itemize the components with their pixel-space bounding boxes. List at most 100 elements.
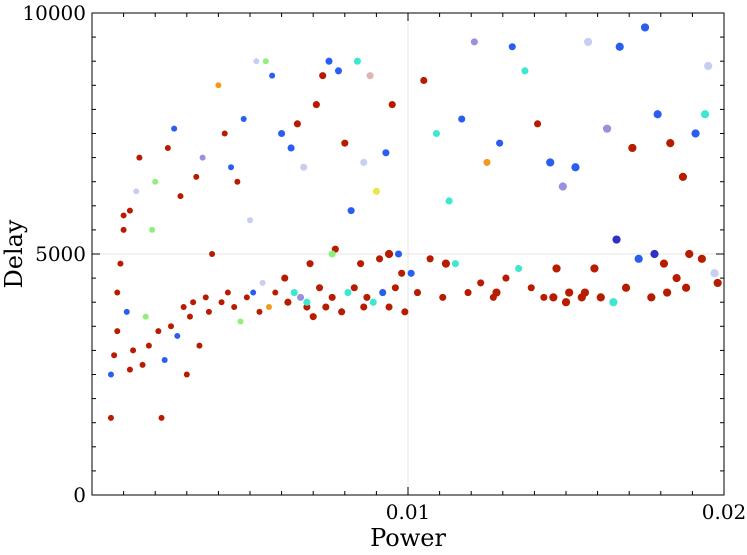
data-point-149 (681, 283, 691, 292)
data-point-122 (571, 163, 580, 172)
data-point-146 (650, 249, 659, 259)
data-point-58 (284, 298, 292, 306)
data-point-50 (256, 308, 263, 315)
data-point-159 (303, 298, 311, 306)
data-point-13 (136, 154, 143, 161)
data-point-10 (126, 366, 133, 373)
data-point-47 (247, 217, 253, 224)
x-tick-label-1: 0.02 (702, 500, 747, 524)
data-point-25 (174, 332, 181, 339)
data-point-0 (107, 414, 114, 421)
data-point-48 (250, 289, 257, 296)
data-point-49 (253, 58, 260, 65)
data-point-44 (237, 318, 244, 325)
data-point-141 (691, 129, 700, 138)
data-point-35 (205, 308, 212, 315)
data-point-66 (309, 313, 317, 321)
data-point-138 (672, 274, 681, 283)
data-point-89 (382, 149, 390, 157)
data-point-19 (155, 328, 162, 335)
data-point-15 (142, 313, 149, 320)
data-point-158 (328, 250, 336, 258)
data-point-145 (713, 278, 722, 288)
data-point-54 (269, 72, 276, 79)
y-axis-label: Delay (0, 219, 28, 288)
data-point-60 (290, 289, 298, 297)
data-point-87 (376, 255, 384, 263)
data-point-133 (640, 23, 650, 32)
data-point-34 (202, 294, 209, 301)
data-point-125 (590, 264, 599, 273)
data-point-127 (602, 124, 612, 133)
data-point-111 (502, 274, 510, 282)
data-point-90 (385, 303, 393, 311)
data-point-57 (281, 274, 289, 282)
data-point-46 (243, 294, 250, 301)
data-point-17 (149, 226, 156, 233)
data-point-136 (659, 259, 669, 268)
data-point-82 (360, 158, 368, 166)
data-point-126 (596, 293, 605, 302)
data-point-59 (287, 144, 295, 152)
data-point-144 (710, 269, 719, 278)
data-point-107 (477, 279, 485, 287)
data-point-84 (366, 72, 374, 80)
data-point-114 (521, 67, 529, 75)
axis-ticks: 0.01 0.02 0 5000 10000 (22, 1, 746, 524)
data-point-92 (391, 284, 399, 292)
data-point-148 (700, 110, 710, 119)
data-point-121 (565, 288, 574, 297)
data-point-117 (540, 293, 548, 301)
data-point-118 (546, 158, 555, 167)
data-point-43 (234, 178, 241, 185)
data-point-101 (439, 293, 447, 301)
data-point-75 (338, 308, 346, 316)
data-point-106 (470, 38, 478, 46)
y-tick-label-0: 0 (73, 483, 86, 507)
data-point-153 (549, 293, 558, 302)
data-point-96 (407, 269, 415, 277)
data-point-157 (360, 303, 368, 311)
data-point-40 (224, 289, 231, 296)
data-point-22 (164, 144, 171, 151)
data-point-38 (218, 299, 225, 306)
data-point-74 (334, 67, 343, 75)
data-point-5 (117, 260, 124, 267)
data-point-147 (612, 235, 621, 244)
data-point-137 (666, 139, 675, 148)
data-point-93 (394, 250, 403, 258)
data-point-103 (451, 260, 459, 268)
data-point-85 (369, 298, 377, 306)
data-point-9 (126, 207, 133, 214)
data-point-37 (215, 82, 222, 89)
data-point-20 (158, 414, 165, 421)
data-point-56 (278, 129, 286, 138)
data-point-18 (152, 178, 159, 185)
data-point-52 (262, 58, 269, 65)
data-point-135 (653, 110, 662, 119)
data-point-67 (312, 101, 320, 109)
data-point-98 (420, 76, 428, 85)
data-point-102 (445, 197, 453, 205)
data-point-115 (527, 284, 535, 292)
data-point-42 (231, 304, 238, 311)
data-point-12 (133, 188, 140, 195)
data-point-39 (221, 130, 228, 137)
data-point-134 (647, 293, 656, 302)
data-point-79 (350, 284, 358, 292)
data-point-95 (401, 308, 409, 316)
data-point-3 (114, 328, 121, 335)
data-point-124 (584, 37, 593, 47)
data-point-116 (534, 120, 542, 128)
data-point-88 (379, 289, 387, 297)
data-point-120 (558, 182, 567, 191)
data-point-71 (325, 57, 333, 65)
data-point-29 (186, 313, 193, 320)
data-point-119 (552, 264, 561, 273)
data-point-142 (697, 254, 706, 263)
data-point-80 (353, 57, 361, 65)
data-points (107, 23, 722, 421)
x-tick-label-0: 0.01 (386, 500, 431, 524)
data-point-23 (168, 323, 174, 330)
data-point-68 (315, 284, 324, 292)
